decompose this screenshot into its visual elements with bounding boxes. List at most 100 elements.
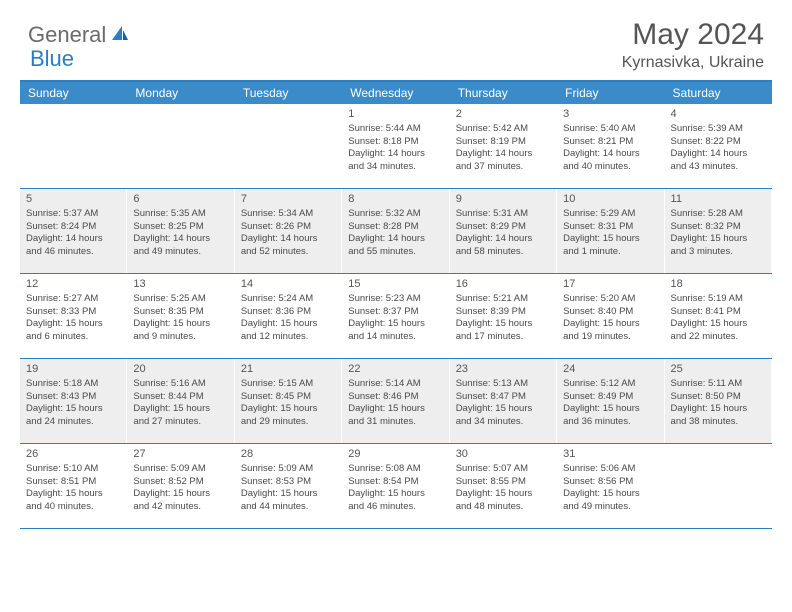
day-number: 15 — [348, 277, 442, 292]
day-number: 20 — [133, 362, 227, 377]
day-cell: 4Sunrise: 5:39 AMSunset: 8:22 PMDaylight… — [665, 104, 772, 188]
day-info-line: Sunset: 8:40 PM — [563, 306, 657, 319]
day-info-line: Sunset: 8:22 PM — [671, 136, 765, 149]
day-number: 4 — [671, 107, 765, 122]
day-cell — [665, 444, 772, 528]
day-cell: 8Sunrise: 5:32 AMSunset: 8:28 PMDaylight… — [342, 189, 449, 273]
day-info-line: Sunrise: 5:14 AM — [348, 378, 442, 391]
day-info-line: Sunset: 8:24 PM — [26, 221, 120, 234]
day-info-line: Sunset: 8:44 PM — [133, 391, 227, 404]
day-number: 12 — [26, 277, 120, 292]
day-info-line: Daylight: 15 hours — [456, 403, 550, 416]
day-info-line: Daylight: 14 hours — [26, 233, 120, 246]
day-cell: 14Sunrise: 5:24 AMSunset: 8:36 PMDayligh… — [235, 274, 342, 358]
day-info-line: Sunrise: 5:06 AM — [563, 463, 657, 476]
day-cell: 30Sunrise: 5:07 AMSunset: 8:55 PMDayligh… — [450, 444, 557, 528]
day-info-line: Sunset: 8:19 PM — [456, 136, 550, 149]
day-info-line: Daylight: 15 hours — [563, 403, 657, 416]
day-info-line: Daylight: 15 hours — [456, 318, 550, 331]
weekday-header: Tuesday — [235, 82, 342, 104]
day-number: 10 — [563, 192, 657, 207]
day-info-line: Daylight: 14 hours — [348, 148, 442, 161]
day-info-line: Sunset: 8:43 PM — [26, 391, 120, 404]
day-cell: 22Sunrise: 5:14 AMSunset: 8:46 PMDayligh… — [342, 359, 449, 443]
weekday-header: Saturday — [665, 82, 772, 104]
day-info-line: Daylight: 14 hours — [456, 148, 550, 161]
weekday-header: Friday — [557, 82, 664, 104]
day-info-line: Sunset: 8:50 PM — [671, 391, 765, 404]
day-info-line: and 34 minutes. — [456, 416, 550, 429]
weekday-header: Wednesday — [342, 82, 449, 104]
day-info-line: Sunset: 8:21 PM — [563, 136, 657, 149]
day-info-line: Daylight: 15 hours — [348, 403, 442, 416]
day-info-line: Sunset: 8:29 PM — [456, 221, 550, 234]
day-cell: 13Sunrise: 5:25 AMSunset: 8:35 PMDayligh… — [127, 274, 234, 358]
day-info-line: Sunset: 8:46 PM — [348, 391, 442, 404]
day-number: 5 — [26, 192, 120, 207]
day-number: 26 — [26, 447, 120, 462]
day-info-line: Sunrise: 5:07 AM — [456, 463, 550, 476]
day-info-line: Sunrise: 5:32 AM — [348, 208, 442, 221]
weekday-header: Monday — [127, 82, 234, 104]
day-info-line: Sunset: 8:26 PM — [241, 221, 335, 234]
day-info-line: Sunrise: 5:34 AM — [241, 208, 335, 221]
day-number: 29 — [348, 447, 442, 462]
title-block: May 2024 Kyrnasivka, Ukraine — [622, 18, 764, 72]
day-cell: 23Sunrise: 5:13 AMSunset: 8:47 PMDayligh… — [450, 359, 557, 443]
day-info-line: Daylight: 15 hours — [348, 488, 442, 501]
day-info-line: Daylight: 15 hours — [563, 318, 657, 331]
day-cell: 6Sunrise: 5:35 AMSunset: 8:25 PMDaylight… — [127, 189, 234, 273]
day-info-line: Sunrise: 5:23 AM — [348, 293, 442, 306]
day-cell: 3Sunrise: 5:40 AMSunset: 8:21 PMDaylight… — [557, 104, 664, 188]
day-info-line: Daylight: 15 hours — [671, 318, 765, 331]
day-info-line: Sunrise: 5:42 AM — [456, 123, 550, 136]
day-info-line: and 49 minutes. — [133, 246, 227, 259]
day-cell — [235, 104, 342, 188]
logo: General — [28, 22, 132, 48]
day-info-line: Sunset: 8:32 PM — [671, 221, 765, 234]
day-cell: 5Sunrise: 5:37 AMSunset: 8:24 PMDaylight… — [20, 189, 127, 273]
day-number: 9 — [456, 192, 550, 207]
day-info-line: and 52 minutes. — [241, 246, 335, 259]
day-cell: 20Sunrise: 5:16 AMSunset: 8:44 PMDayligh… — [127, 359, 234, 443]
day-info-line: Daylight: 15 hours — [671, 233, 765, 246]
day-info-line: and 1 minute. — [563, 246, 657, 259]
day-info-line: and 34 minutes. — [348, 161, 442, 174]
day-number: 3 — [563, 107, 657, 122]
day-cell: 25Sunrise: 5:11 AMSunset: 8:50 PMDayligh… — [665, 359, 772, 443]
day-info-line: and 27 minutes. — [133, 416, 227, 429]
day-number: 28 — [241, 447, 335, 462]
day-number: 22 — [348, 362, 442, 377]
day-cell: 2Sunrise: 5:42 AMSunset: 8:19 PMDaylight… — [450, 104, 557, 188]
day-info-line: and 44 minutes. — [241, 501, 335, 514]
day-info-line: Sunset: 8:51 PM — [26, 476, 120, 489]
header: General May 2024 Kyrnasivka, Ukraine — [0, 0, 792, 80]
day-info-line: Sunrise: 5:19 AM — [671, 293, 765, 306]
day-info-line: Daylight: 14 hours — [456, 233, 550, 246]
day-cell: 29Sunrise: 5:08 AMSunset: 8:54 PMDayligh… — [342, 444, 449, 528]
day-info-line: Sunrise: 5:18 AM — [26, 378, 120, 391]
day-info-line: Daylight: 15 hours — [241, 403, 335, 416]
day-info-line: Daylight: 14 hours — [348, 233, 442, 246]
day-cell: 27Sunrise: 5:09 AMSunset: 8:52 PMDayligh… — [127, 444, 234, 528]
week-row: 19Sunrise: 5:18 AMSunset: 8:43 PMDayligh… — [20, 359, 772, 444]
day-info-line: Sunset: 8:35 PM — [133, 306, 227, 319]
day-number: 27 — [133, 447, 227, 462]
day-info-line: Sunset: 8:36 PM — [241, 306, 335, 319]
day-info-line: Sunset: 8:18 PM — [348, 136, 442, 149]
day-number: 1 — [348, 107, 442, 122]
day-cell: 31Sunrise: 5:06 AMSunset: 8:56 PMDayligh… — [557, 444, 664, 528]
day-info-line: Daylight: 14 hours — [671, 148, 765, 161]
day-cell — [127, 104, 234, 188]
day-cell: 15Sunrise: 5:23 AMSunset: 8:37 PMDayligh… — [342, 274, 449, 358]
day-info-line: and 14 minutes. — [348, 331, 442, 344]
day-cell: 1Sunrise: 5:44 AMSunset: 8:18 PMDaylight… — [342, 104, 449, 188]
day-cell: 21Sunrise: 5:15 AMSunset: 8:45 PMDayligh… — [235, 359, 342, 443]
day-info-line: Daylight: 15 hours — [26, 488, 120, 501]
day-info-line: and 17 minutes. — [456, 331, 550, 344]
day-info-line: and 40 minutes. — [563, 161, 657, 174]
day-number: 11 — [671, 192, 765, 207]
day-info-line: Daylight: 15 hours — [563, 233, 657, 246]
day-info-line: Sunrise: 5:28 AM — [671, 208, 765, 221]
day-info-line: Sunrise: 5:24 AM — [241, 293, 335, 306]
